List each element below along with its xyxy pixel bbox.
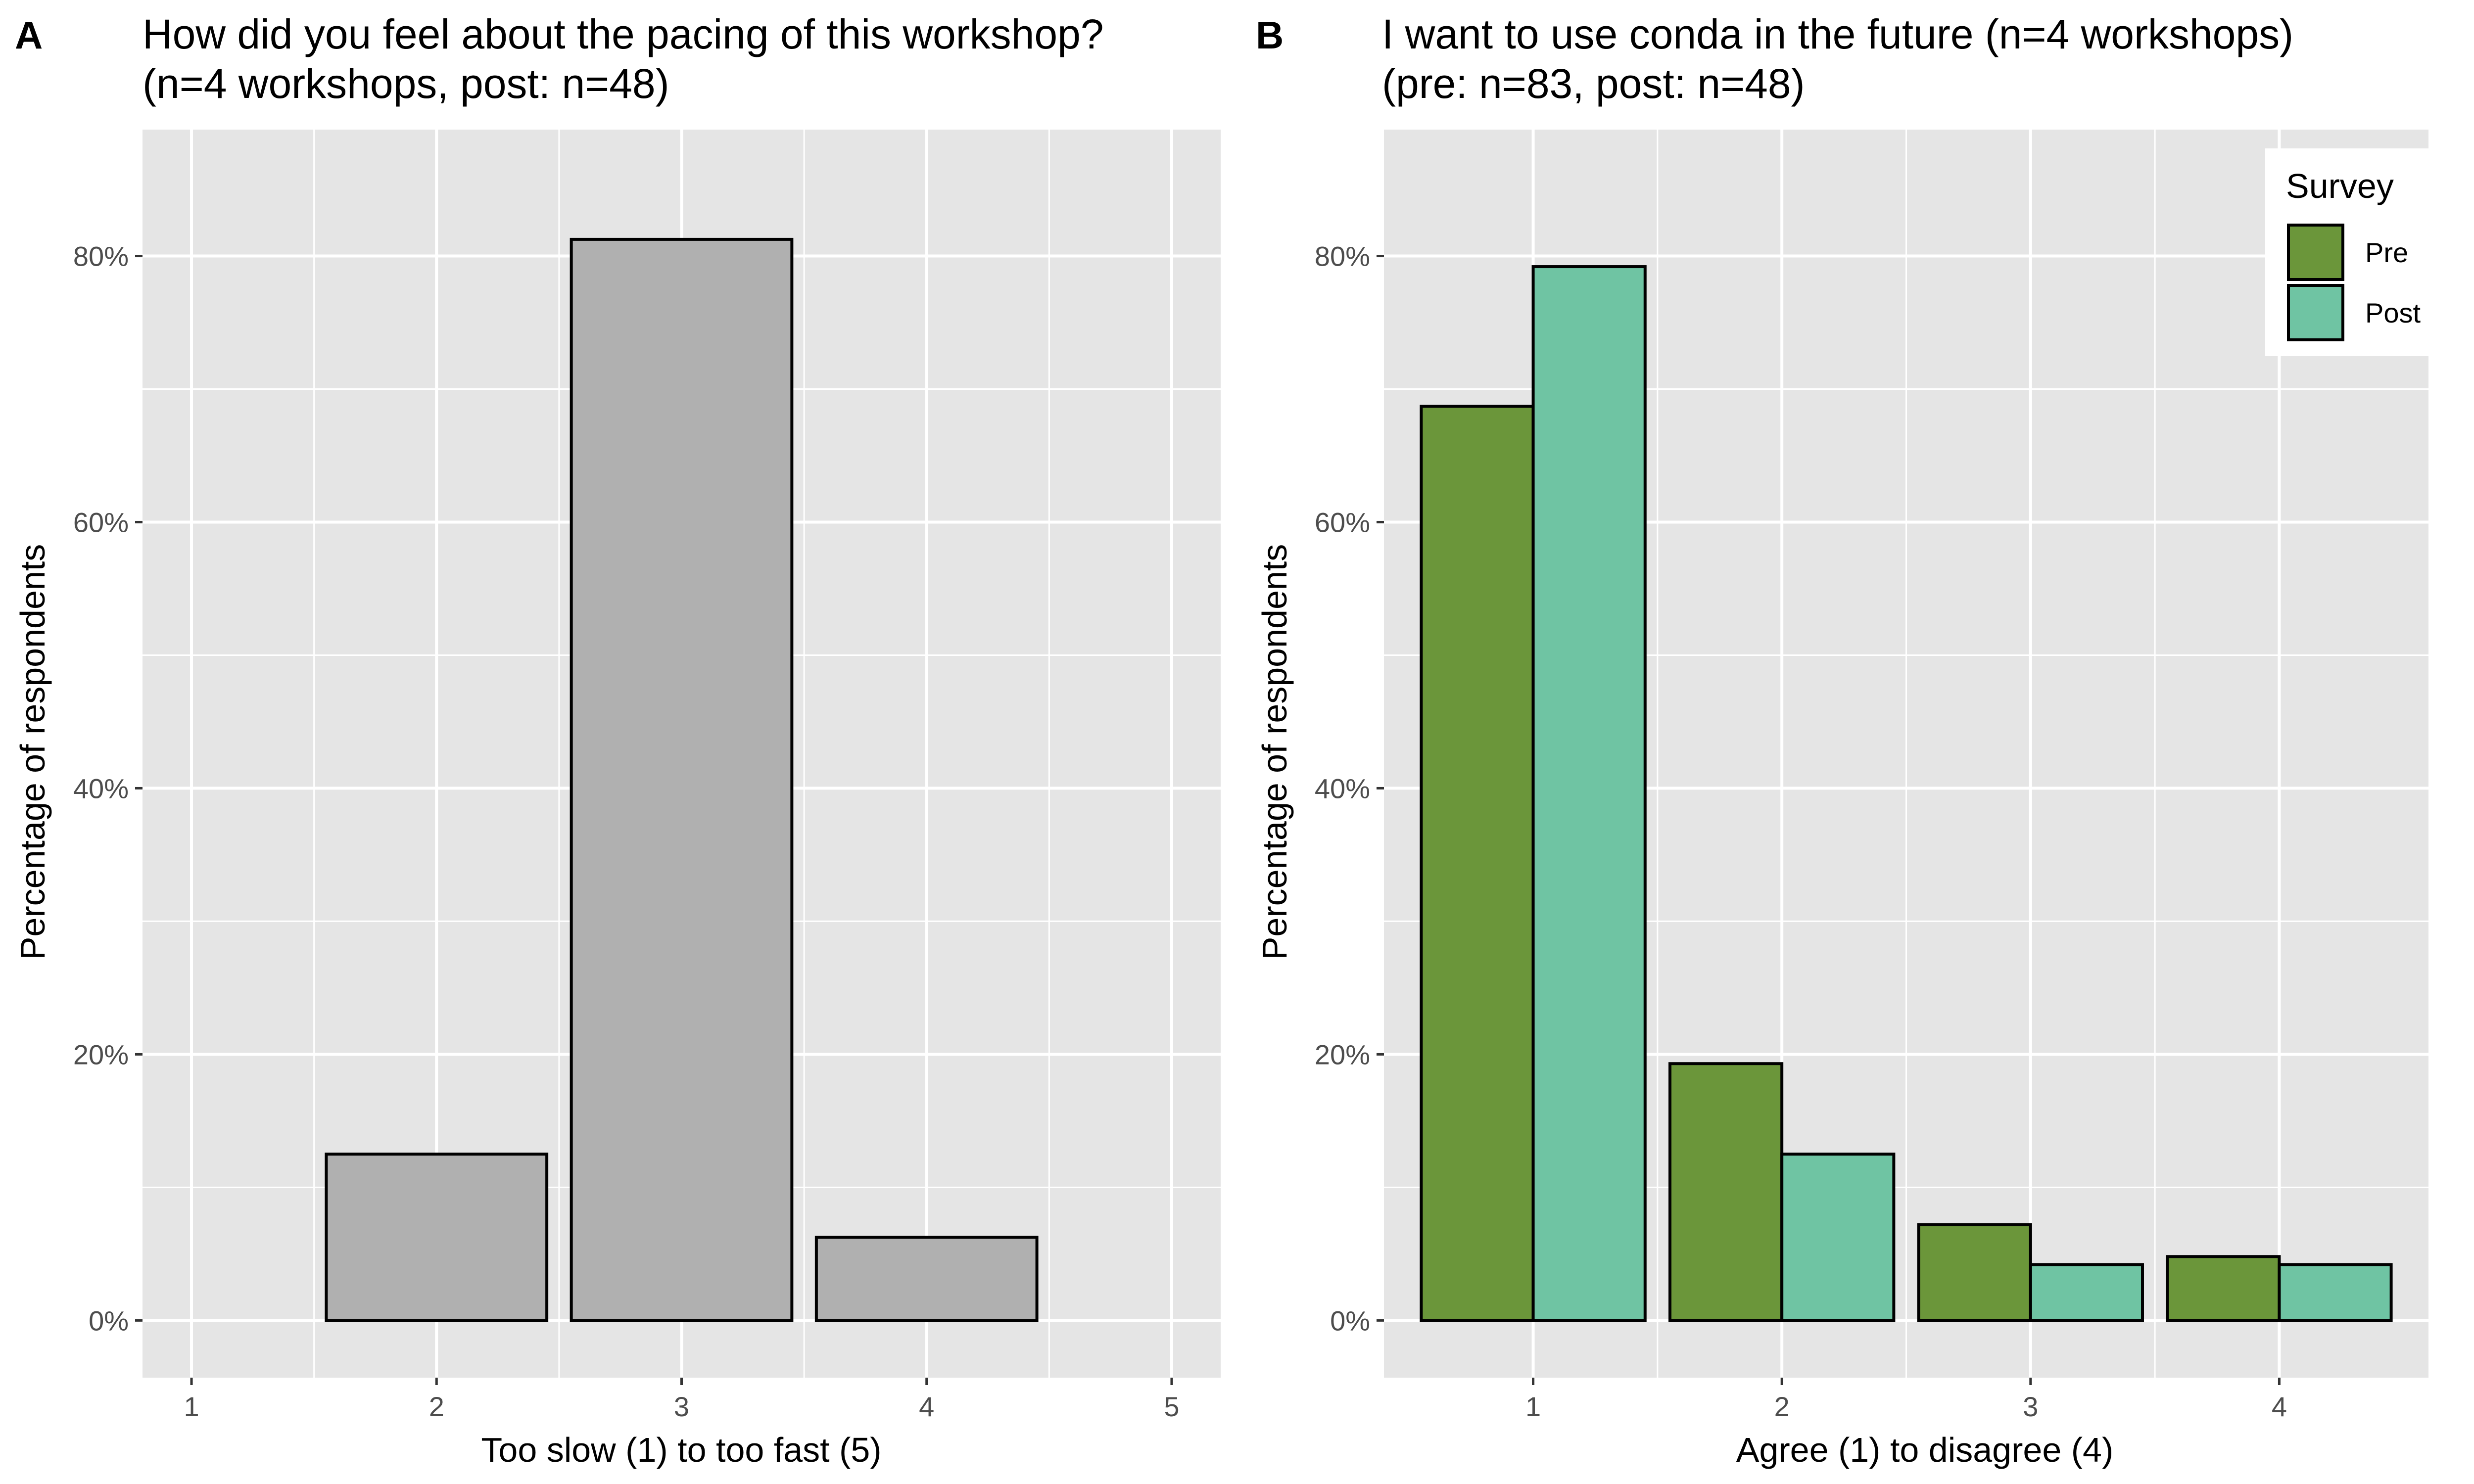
- panel-b-bar-post-2: [1780, 1153, 1896, 1322]
- legend-key-post: [2287, 284, 2344, 341]
- panel-b-bar-post-4: [2278, 1263, 2393, 1322]
- plot-panel-a: 0% 20% 40% 60% 80% 1 2 3 4 5: [73, 130, 1221, 1422]
- legend-title: Survey: [2286, 167, 2394, 205]
- panel-b-x-tick-label: 1: [1525, 1391, 1541, 1422]
- panel-b-bar-post-3: [2029, 1263, 2144, 1322]
- panel-a-y-tick-label: 0%: [89, 1305, 129, 1336]
- panel-b-bar-pre-1: [1420, 405, 1535, 1322]
- panel-b-y-axis-title: Percentage of respondents: [1255, 544, 1294, 960]
- panel-a-x-tick-label: 2: [429, 1391, 444, 1422]
- panel-a-x-axis-title: Too slow (1) to too fast (5): [481, 1431, 881, 1469]
- panel-b-y-tick-label: 80%: [1315, 241, 1370, 272]
- legend-key-pre: [2287, 224, 2344, 281]
- panel-b-letter: B: [1256, 13, 1284, 57]
- panel-b-title-line1: I want to use conda in the future (n=4 w…: [1382, 11, 2293, 57]
- panel-b-y-tick-label: 60%: [1315, 507, 1370, 538]
- panel-b-bar-pre-2: [1668, 1062, 1784, 1322]
- panel-a-bar-3: [570, 237, 794, 1322]
- panel-b-y-tick-label: 40%: [1315, 773, 1370, 804]
- legend-label-post: Post: [2365, 297, 2421, 328]
- panel-a-y-tick-label: 20%: [73, 1039, 129, 1070]
- panel-b-x-axis-title: Agree (1) to disagree (4): [1736, 1431, 2114, 1469]
- panel-a-bar-4: [814, 1236, 1039, 1322]
- panel-a-x-tick-label: 3: [674, 1391, 689, 1422]
- panel-b-y-tick-label: 20%: [1315, 1039, 1370, 1070]
- legend-label-pre: Pre: [2365, 237, 2408, 268]
- legend: Survey Pre Post: [2265, 148, 2428, 356]
- panel-b-y-tick-label: 0%: [1330, 1305, 1370, 1336]
- panel-b-title-line2: (pre: n=83, post: n=48): [1382, 60, 1805, 107]
- panel-a-y-tick-label: 60%: [73, 507, 129, 538]
- panel-b-x-tick-label: 3: [2023, 1391, 2038, 1422]
- panel-a-bar-2: [325, 1153, 549, 1322]
- panel-a-x-tick-label: 1: [184, 1391, 199, 1422]
- panel-b-bar-pre-4: [2166, 1255, 2281, 1322]
- panel-a-y-tick-label: 80%: [73, 241, 129, 272]
- panel-a-title-line1: How did you feel about the pacing of thi…: [143, 11, 1104, 57]
- panel-a-x-tick-label: 5: [1164, 1391, 1179, 1422]
- panel-a-title-line2: (n=4 workshops, post: n=48): [143, 60, 669, 107]
- panel-a-x-tick-label: 4: [919, 1391, 934, 1422]
- panel-a-y-tick-label: 40%: [73, 773, 129, 804]
- plot-panel-b: 0% 20% 40% 60% 80% 1 2 3 4: [1315, 130, 2428, 1422]
- panel-b-x-tick-label: 4: [2272, 1391, 2287, 1422]
- panel-b-x-tick-label: 2: [1774, 1391, 1790, 1422]
- panel-a-y-axis-title: Percentage of respondents: [13, 544, 52, 960]
- panel-b-bar-post-1: [1531, 265, 1647, 1322]
- panel-a-letter: A: [15, 13, 43, 57]
- panel-b-bar-pre-3: [1917, 1223, 2032, 1322]
